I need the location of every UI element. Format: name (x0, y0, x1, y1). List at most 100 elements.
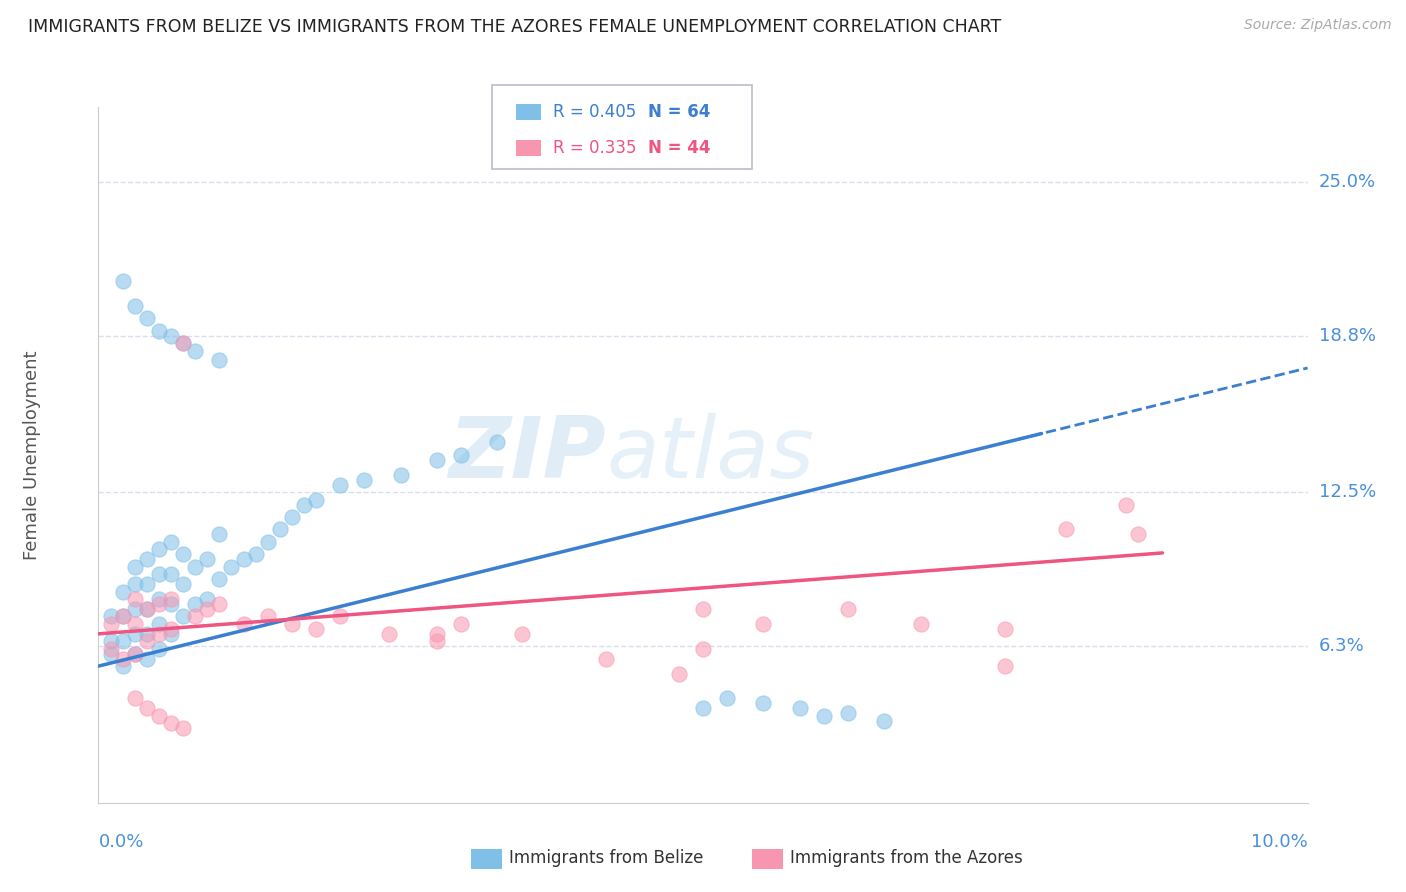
Text: Female Unemployment: Female Unemployment (22, 351, 41, 559)
Point (100, 634, 122, 648)
Point (124, 592, 146, 607)
Point (426, 453, 449, 467)
Point (281, 616, 304, 631)
Point (837, 706, 859, 721)
Point (100, 616, 122, 631)
Text: 25.0%: 25.0% (1319, 172, 1376, 191)
Point (172, 577, 194, 591)
Point (184, 559, 207, 574)
Point (305, 492, 328, 507)
Point (160, 597, 183, 611)
Text: IMMIGRANTS FROM BELIZE VS IMMIGRANTS FROM THE AZORES FEMALE UNEMPLOYMENT CORRELA: IMMIGRANTS FROM BELIZE VS IMMIGRANTS FRO… (28, 18, 1001, 36)
Point (1128, 527, 1150, 541)
Point (692, 701, 714, 715)
Text: Immigrants from Belize: Immigrants from Belize (509, 849, 703, 867)
Point (232, 552, 254, 566)
Point (232, 616, 254, 631)
Point (100, 647, 122, 661)
Point (752, 697, 775, 711)
Point (184, 609, 207, 624)
Point (124, 602, 146, 616)
Point (111, 584, 134, 599)
Point (994, 622, 1017, 636)
Point (135, 577, 157, 591)
Text: 18.8%: 18.8% (1319, 326, 1375, 344)
Point (148, 542, 170, 557)
Point (135, 627, 157, 641)
Point (994, 659, 1017, 673)
Point (692, 641, 714, 656)
Point (124, 647, 146, 661)
Point (305, 622, 328, 636)
Point (281, 510, 304, 524)
Point (148, 324, 170, 338)
Point (160, 567, 183, 582)
Point (111, 274, 134, 288)
Point (111, 651, 134, 665)
Point (172, 547, 194, 561)
Point (269, 523, 291, 537)
Point (292, 498, 315, 512)
Point (148, 627, 170, 641)
Point (450, 448, 472, 462)
Text: ZIP: ZIP (449, 413, 606, 497)
Point (160, 592, 183, 607)
Point (135, 311, 157, 326)
Point (148, 592, 170, 607)
Point (124, 647, 146, 661)
Point (160, 716, 183, 731)
Text: Immigrants from the Azores: Immigrants from the Azores (790, 849, 1024, 867)
Text: N = 64: N = 64 (648, 103, 710, 121)
Point (195, 602, 218, 616)
Point (245, 547, 267, 561)
Point (135, 602, 157, 616)
Point (172, 721, 194, 735)
Point (124, 627, 146, 641)
Point (111, 609, 134, 624)
Point (716, 691, 738, 706)
Point (208, 572, 231, 586)
Point (752, 616, 775, 631)
Point (353, 473, 375, 487)
Point (135, 651, 157, 665)
Point (160, 535, 183, 549)
Text: 12.5%: 12.5% (1319, 483, 1376, 501)
Point (910, 616, 932, 631)
Point (221, 559, 243, 574)
Point (450, 616, 472, 631)
Text: atlas: atlas (606, 413, 814, 497)
Point (172, 336, 194, 351)
Text: 0.0%: 0.0% (98, 833, 143, 851)
Text: R = 0.335: R = 0.335 (553, 139, 636, 157)
Point (160, 328, 183, 343)
Point (124, 299, 146, 313)
Point (100, 609, 122, 624)
Text: 6.3%: 6.3% (1319, 637, 1364, 656)
Point (208, 597, 231, 611)
Point (124, 577, 146, 591)
Point (148, 597, 170, 611)
Point (148, 708, 170, 723)
Point (195, 592, 218, 607)
Point (692, 602, 714, 616)
Point (184, 343, 207, 358)
Text: N = 44: N = 44 (648, 139, 710, 157)
Point (426, 634, 449, 648)
Point (160, 622, 183, 636)
Point (510, 627, 533, 641)
Point (595, 651, 617, 665)
Text: R = 0.405: R = 0.405 (553, 103, 636, 121)
Point (1054, 523, 1077, 537)
Point (426, 627, 449, 641)
Point (135, 602, 157, 616)
Point (208, 527, 231, 541)
Point (668, 666, 690, 681)
Point (789, 701, 811, 715)
Point (486, 435, 509, 450)
Point (208, 353, 231, 368)
Point (124, 559, 146, 574)
Point (100, 641, 122, 656)
Point (124, 616, 146, 631)
Point (135, 701, 157, 715)
Point (148, 616, 170, 631)
